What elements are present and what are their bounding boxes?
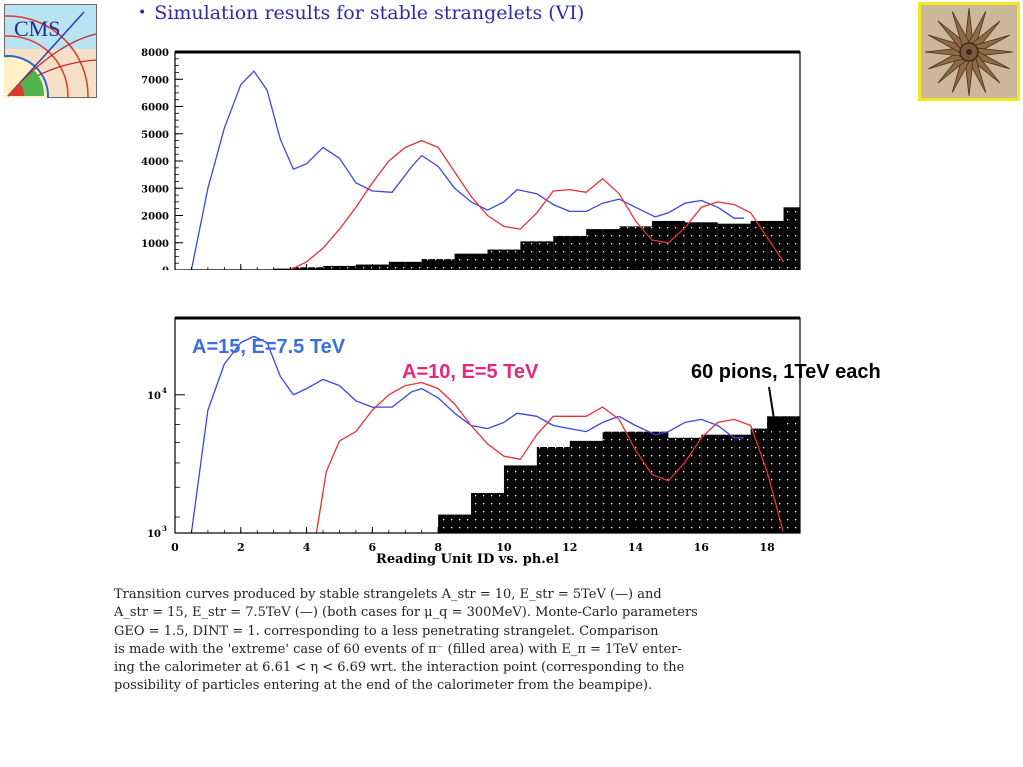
y-tick-label: 3000 (141, 184, 169, 195)
histogram-bar (438, 514, 472, 533)
caption-line-5: ing the calorimeter at 6.61 < η < 6.69 w… (114, 660, 685, 676)
y-tick-label: 1000 (141, 239, 169, 250)
histogram-bar (339, 265, 356, 270)
log-scale-plot: 0 2 4 6 8 10 12 14 16 18 Reading Unit ID vs. ph.el… (147, 316, 801, 567)
histogram-bar (323, 265, 340, 270)
histogram (438, 416, 800, 533)
y-tick-label: 2000 (141, 212, 169, 223)
histogram-bar (701, 222, 718, 270)
x-tick-label: 4 (303, 541, 311, 554)
histogram-bar (372, 264, 389, 270)
histogram-bar (471, 493, 504, 533)
caption-line-3: GEO = 1.5, DINT = 1. corresponding to a … (114, 623, 659, 639)
histogram-bar (306, 267, 324, 270)
x-tick-label: 14 (628, 541, 644, 554)
title-text: Simulation results for stable strangelet… (154, 2, 585, 24)
histogram-bar (454, 253, 472, 270)
histogram-bar (684, 437, 702, 533)
histogram-bar (355, 264, 373, 270)
histogram-bar (273, 268, 291, 270)
histogram-bar (750, 428, 768, 533)
y-tick-label: 8000 (141, 48, 169, 59)
x-axis-label: Reading Unit ID vs. ph.el (376, 552, 559, 567)
histogram-bar (684, 222, 702, 270)
histogram-bar (734, 434, 751, 533)
title-bullet: • (138, 5, 147, 21)
histogram-bar (668, 437, 685, 533)
histogram (273, 207, 800, 270)
annotation-blue-curve: A=15, E=7.5 TeV (192, 336, 346, 358)
x-tick-label: 0 (171, 541, 179, 554)
cms-logo-text: CMS (14, 16, 60, 41)
histogram-bar (783, 207, 800, 270)
histogram-bar (767, 416, 800, 533)
histogram-bar (290, 267, 307, 270)
histogram-bar (421, 259, 439, 270)
histogram-bar (635, 226, 652, 270)
histogram-bar (767, 220, 784, 270)
histogram-bar (569, 440, 587, 533)
histogram-bar (520, 241, 537, 270)
histogram-bar (405, 261, 422, 270)
histogram-bar (586, 440, 603, 533)
red-curve (191, 139, 785, 270)
caption-line-2: A_str = 15, E_str = 7.5TeV (—) (both cas… (114, 605, 698, 621)
histogram-bar (668, 220, 685, 270)
blue-curve (190, 335, 745, 533)
caption-line-1: Transition curves produced by stable str… (114, 587, 662, 602)
histogram-bar (471, 253, 488, 270)
histogram-bar (734, 223, 751, 270)
histogram-bar (635, 431, 669, 533)
histogram-bar (651, 220, 669, 270)
y-tick-exponent: 4 (162, 386, 167, 395)
caption-line-6: possibility of particles entering at the… (114, 678, 653, 694)
slide-title: • Simulation results for stable strangele… (138, 2, 584, 24)
histogram-bar (553, 235, 570, 270)
histogram-bar (388, 261, 406, 270)
red-curve (315, 381, 785, 533)
x-tick-label: 8 (434, 541, 442, 554)
histogram-bar (602, 229, 620, 270)
caption-line-4: is made with the 'extreme' case of 60 ev… (114, 641, 682, 657)
figure-caption: Transition curves produced by stable str… (114, 586, 902, 696)
histogram-bar (586, 229, 603, 270)
x-tick-label: 2 (237, 541, 245, 554)
cms-logo: CMS (0, 4, 97, 177)
y-tick-label: 7000 (141, 75, 169, 86)
histogram-bar (536, 241, 554, 270)
y-tick-label: 4000 (141, 157, 169, 168)
annotation-pions: 60 pions, 1TeV each (691, 361, 881, 383)
x-tick-label: 16 (694, 541, 710, 554)
x-tick-label: 12 (562, 541, 577, 554)
x-tick-label: 6 (369, 541, 377, 554)
histogram-bar (536, 447, 570, 533)
histogram-bar (602, 431, 636, 533)
histogram-bar (438, 259, 455, 270)
histogram-bar (503, 465, 537, 533)
histogram-bar (717, 223, 735, 270)
histogram-bar (569, 235, 587, 270)
y-tick-exponent: 3 (162, 524, 167, 533)
blue-curve (190, 70, 745, 270)
x-tick-label: 10 (496, 541, 512, 554)
annotation-pink-curve: A=10, E=5 TeV (402, 361, 539, 383)
histogram-bar (750, 220, 768, 270)
vergina-sun-emblem (918, 2, 1020, 101)
histogram-bar (503, 249, 521, 270)
y-tick-label: 0 (162, 266, 169, 270)
histogram-bar (701, 434, 735, 533)
y-tick-label: 6000 (141, 103, 169, 114)
histogram-bar (487, 249, 504, 270)
y-tick-label: 10 (147, 529, 161, 540)
histogram-bar (619, 226, 636, 270)
y-tick-label: 5000 (141, 130, 169, 141)
x-tick-label: 18 (759, 541, 775, 554)
y-tick-label: 10 (147, 391, 161, 402)
